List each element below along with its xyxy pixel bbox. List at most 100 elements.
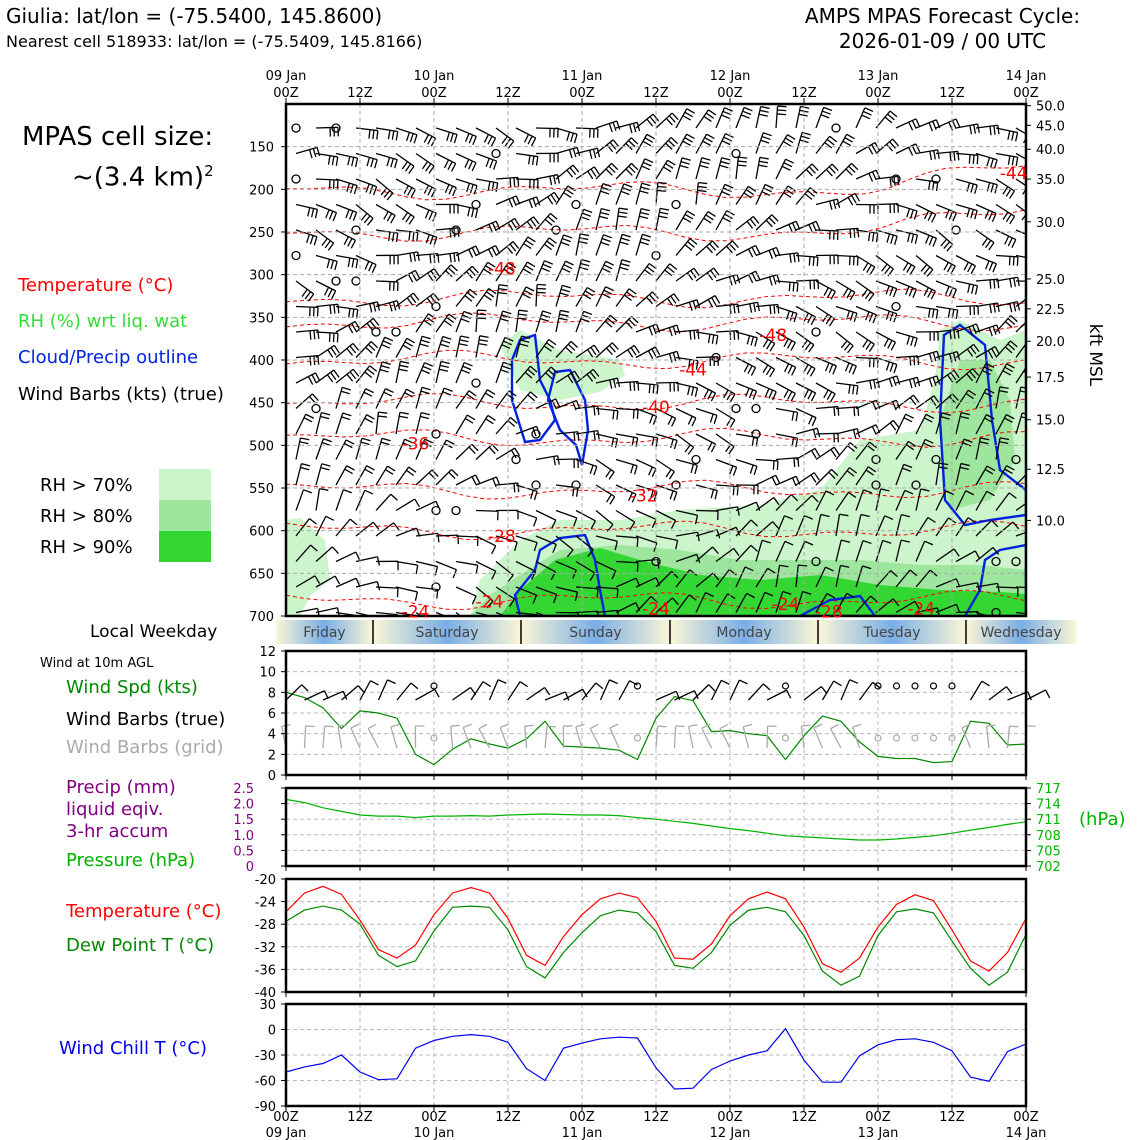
temp-panel-ytick-label: -24 — [255, 896, 276, 911]
wind-barb-flag — [414, 270, 421, 279]
wind-barb-flag — [329, 304, 332, 315]
wind-barb-flag — [1045, 689, 1051, 699]
wind-barb-flag — [526, 221, 534, 230]
wind-barb-flag — [575, 400, 581, 410]
wind-barb-flag — [628, 492, 633, 501]
wind-barb-flag — [744, 566, 754, 572]
wind-barb-flag — [986, 724, 996, 727]
wind-barb-flag — [945, 209, 950, 219]
wind-barb-flag — [1006, 363, 1015, 369]
wind-barb-staff — [955, 463, 962, 486]
wind-barb-flag — [848, 384, 851, 394]
wind-barb-staff — [1015, 412, 1023, 435]
wind-barb-flag — [1007, 155, 1011, 165]
wind-barb-flag — [363, 391, 373, 397]
wind-barb-staff — [295, 203, 318, 210]
wind-barb-flag — [595, 682, 604, 690]
wind-barb-staff — [835, 305, 858, 314]
wind-barb-staff — [515, 196, 537, 206]
wind-barb-staff — [359, 680, 372, 701]
xs-ytick-label: 200 — [249, 183, 274, 198]
wind-barb-staff — [575, 726, 583, 749]
wind-barb-flag — [654, 346, 661, 356]
wind-barb-staff — [855, 565, 864, 588]
wind-barb-staff — [335, 152, 358, 159]
wind-barb-flag — [547, 369, 556, 377]
wind-barb-flag — [309, 518, 317, 525]
wind-barb-flag — [471, 595, 477, 605]
wind-barb-staff — [350, 727, 361, 749]
wind-barb-flag — [573, 517, 578, 527]
wind-barb-flag — [301, 288, 308, 297]
wind-barb-flag — [346, 348, 354, 356]
wind-barb-staff — [815, 356, 837, 367]
wind-barb-flag — [618, 211, 628, 214]
wind-barb-flag — [572, 148, 577, 158]
wind-barb-staff — [535, 398, 557, 410]
wind-barb-flag — [765, 366, 772, 376]
wind-barb-staff — [635, 577, 657, 588]
wind-barb-flag — [931, 214, 937, 223]
wind-barb-flag — [804, 540, 814, 546]
wind-barb-flag — [684, 137, 693, 143]
wind-barb-staff — [375, 388, 387, 409]
wind-barb-flag — [673, 440, 678, 450]
wind-barb-staff — [575, 127, 599, 130]
wind-barb-flag — [808, 344, 815, 353]
wind-barb-flag — [561, 237, 571, 243]
wind-barb-flag — [1030, 139, 1035, 147]
temp-panel-ytick-label: -20 — [255, 873, 276, 888]
wind-barb-staff — [975, 546, 994, 563]
wind-barb-flag — [959, 466, 969, 471]
wind-barb-flag — [750, 544, 758, 552]
wind-barb-flag — [670, 295, 677, 304]
wind-barb-flag — [781, 165, 791, 171]
wind-barb-flag — [467, 207, 471, 217]
wind-barb-flag — [909, 209, 914, 219]
wind-barb-flag — [693, 690, 699, 700]
wind-barb-staff — [395, 178, 416, 191]
wind-barb-flag — [869, 266, 876, 276]
wind-barb-staff — [555, 260, 567, 282]
wind-barb-staff — [975, 302, 998, 308]
wind-barb-staff — [675, 210, 688, 231]
wind-barb-flag — [847, 445, 855, 452]
wind-barb-flag — [659, 211, 669, 215]
wind-barb-staff — [715, 133, 726, 154]
wind-barb-flag — [633, 381, 636, 391]
surface-calm-circle — [633, 682, 642, 690]
wind-barb-flag — [492, 478, 497, 488]
wind-barb-flag — [628, 318, 636, 327]
grid-calm-circle — [892, 734, 901, 742]
bottom-time-label: 00Z — [1013, 1110, 1039, 1125]
wind-barb-flag — [300, 437, 310, 441]
wind-barb-flag — [752, 390, 758, 400]
wind-barb-staff — [535, 339, 550, 358]
wind-barb-flag — [668, 353, 673, 363]
wind-barb-flag — [390, 493, 398, 501]
wind-barb-flag — [439, 364, 449, 369]
wind-barb-staff — [435, 439, 447, 460]
wind-barb-flag — [914, 337, 918, 347]
wind-barb-staff — [875, 331, 896, 343]
wind-barb-flag — [573, 432, 576, 442]
temperature-contour-label: -48 — [759, 326, 787, 346]
wind-barb-staff — [655, 597, 673, 613]
wind-barb-staff — [655, 159, 669, 180]
wind-barb-flag — [546, 342, 555, 349]
wind-barb-staff — [1015, 229, 1026, 235]
wind-barb-staff — [535, 509, 557, 521]
wind-barb-flag — [728, 568, 737, 576]
wind-barb-flag — [784, 515, 794, 520]
wind-barb-flag — [870, 595, 878, 603]
wind-barb-staff — [855, 466, 869, 486]
wind-barb-flag — [703, 115, 712, 122]
wind-barb-flag — [903, 463, 913, 469]
rh-region — [500, 548, 1026, 616]
wind-barb-staff — [675, 509, 698, 516]
wind-barb-flag — [413, 252, 416, 262]
wind-barb-staff — [315, 438, 324, 460]
wind-barb-staff — [555, 560, 577, 571]
xs-ytick-label: 250 — [249, 226, 274, 241]
wind-panel-title: Wind at 10m AGL — [40, 656, 154, 671]
